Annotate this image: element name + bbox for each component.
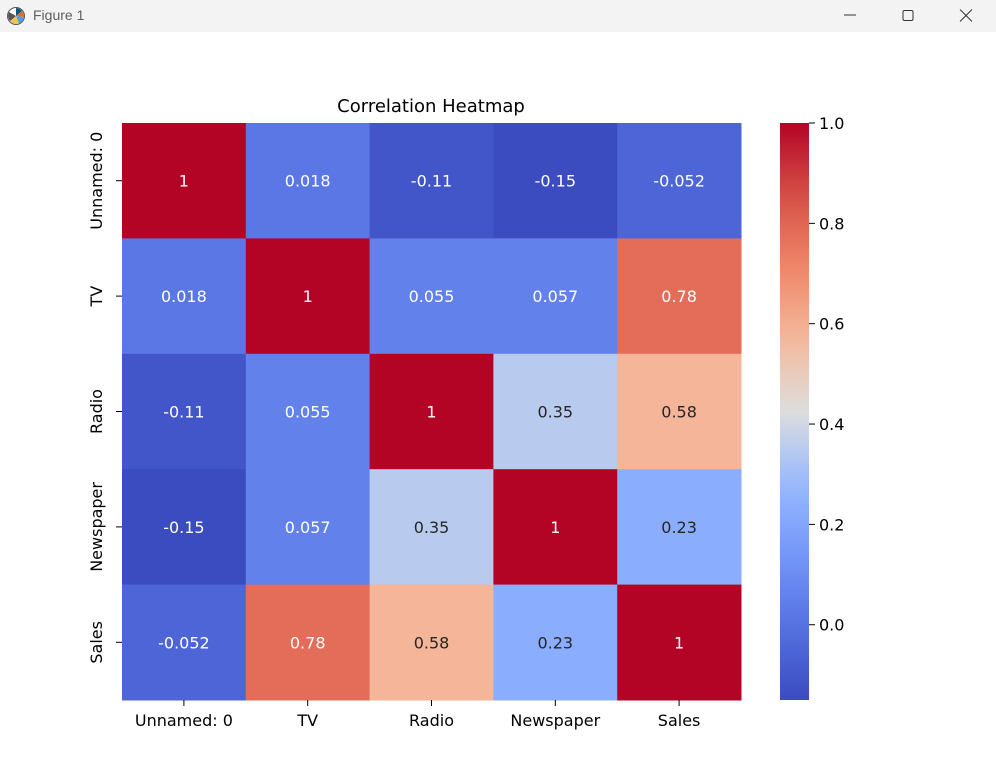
cell-annotation: -0.11 xyxy=(411,172,452,191)
heatmap-cell xyxy=(493,238,618,355)
cell-annotation: 0.58 xyxy=(661,403,697,422)
colorbar-tick-label: 0.2 xyxy=(819,515,844,534)
x-tick-label: Radio xyxy=(409,711,454,730)
cell-annotation: 0.055 xyxy=(285,403,331,422)
maximize-icon xyxy=(902,10,914,21)
heatmap-cell xyxy=(617,238,742,355)
cell-annotation: 0.58 xyxy=(414,633,450,652)
heatmap-cell xyxy=(493,584,618,701)
cell-annotation: 1 xyxy=(426,403,436,422)
heatmap-cell xyxy=(122,469,247,586)
y-tick-label: TV xyxy=(87,286,106,308)
y-tick-label: Radio xyxy=(87,389,106,434)
heatmap-cell xyxy=(617,353,742,470)
cell-annotation: 1 xyxy=(303,287,313,306)
chart-title: Correlation Heatmap xyxy=(337,96,525,117)
heatmap-cell xyxy=(369,123,494,239)
cell-annotation: 0.23 xyxy=(537,633,573,652)
heatmap-cell xyxy=(617,469,742,586)
colorbar-tick-label: 0.6 xyxy=(819,315,844,334)
minimize-button[interactable] xyxy=(821,0,879,32)
cell-annotation: 0.35 xyxy=(537,403,573,422)
cell-annotation: 0.018 xyxy=(285,172,331,191)
cell-annotation: 0.35 xyxy=(414,518,450,537)
heatmap-cell xyxy=(369,469,494,586)
heatmap-cell xyxy=(617,584,742,701)
heatmap-cell xyxy=(122,353,247,470)
heatmap-cell xyxy=(122,238,247,355)
cell-annotation: -0.15 xyxy=(163,518,204,537)
heatmap-cell xyxy=(245,353,371,470)
colorbar-tick-label: 0.0 xyxy=(819,616,844,635)
heatmap-cell xyxy=(122,123,247,239)
x-tick-label: Newspaper xyxy=(510,711,600,730)
window-title: Figure 1 xyxy=(33,7,85,23)
cell-annotation: 0.055 xyxy=(409,287,455,306)
x-tick-label: Unnamed: 0 xyxy=(135,711,233,730)
cell-annotation: 0.23 xyxy=(661,518,697,537)
heatmap-cell xyxy=(369,584,494,701)
close-button[interactable] xyxy=(937,0,995,32)
colorbar-tick-label: 1.0 xyxy=(819,114,844,133)
cell-annotation: 0.018 xyxy=(161,287,207,306)
cell-annotation: -0.052 xyxy=(653,172,705,191)
cell-annotation: 1 xyxy=(179,172,189,191)
cell-annotation: 0.057 xyxy=(532,287,578,306)
window-titlebar: Figure 1 xyxy=(0,0,996,32)
cell-annotation: 1 xyxy=(550,518,560,537)
cell-annotation: -0.15 xyxy=(535,172,576,191)
heatmap-cell xyxy=(245,123,371,239)
x-tick-label: TV xyxy=(296,711,318,730)
heatmap-cell xyxy=(245,584,371,701)
heatmap-cell xyxy=(369,353,494,470)
cell-annotation: -0.11 xyxy=(163,403,204,422)
cell-annotation: -0.052 xyxy=(158,633,210,652)
x-tick-label: Sales xyxy=(658,711,701,730)
heatmap-cell xyxy=(122,584,247,701)
heatmap-cell xyxy=(369,238,494,355)
maximize-button[interactable] xyxy=(879,0,937,32)
minimize-icon xyxy=(844,14,856,16)
cell-annotation: 1 xyxy=(674,633,684,652)
close-icon xyxy=(959,9,973,22)
y-tick-label: Unnamed: 0 xyxy=(87,132,106,230)
cell-annotation: 0.057 xyxy=(285,518,331,537)
y-tick-label: Sales xyxy=(87,621,106,664)
heatmap-cell xyxy=(493,353,618,470)
heatmap-cell xyxy=(493,469,618,586)
y-tick-label: Newspaper xyxy=(87,482,106,572)
colorbar-tick-label: 0.8 xyxy=(819,214,844,233)
cell-annotation: 0.78 xyxy=(661,287,697,306)
colorbar xyxy=(780,123,809,700)
heatmap-cell xyxy=(617,123,742,239)
heatmap-cell xyxy=(493,123,618,239)
heatmap-cell xyxy=(245,469,371,586)
cell-annotation: 0.78 xyxy=(290,633,326,652)
matplotlib-icon xyxy=(7,7,25,25)
colorbar-tick-label: 0.4 xyxy=(819,415,844,434)
heatmap-cell xyxy=(245,238,371,355)
heatmap-chart: Correlation Heatmap 1 0.018 -0.11 -0.15 -0.0… xyxy=(87,96,844,730)
